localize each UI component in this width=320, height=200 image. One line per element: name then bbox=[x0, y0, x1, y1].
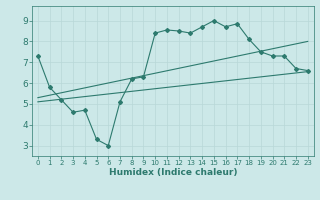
X-axis label: Humidex (Indice chaleur): Humidex (Indice chaleur) bbox=[108, 168, 237, 177]
